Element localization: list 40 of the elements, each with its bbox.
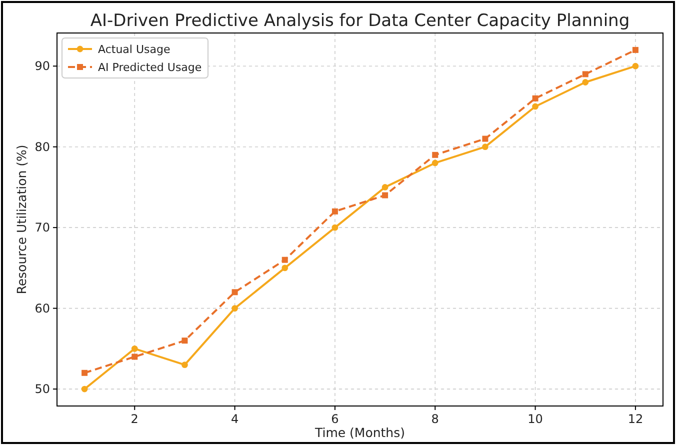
y-tick-label: 60 bbox=[34, 301, 50, 316]
point bbox=[432, 160, 438, 166]
point bbox=[382, 184, 388, 190]
y-tick-label: 80 bbox=[34, 140, 50, 154]
point bbox=[182, 362, 188, 368]
point bbox=[482, 136, 488, 142]
x-tick-label: 12 bbox=[628, 412, 644, 426]
point bbox=[482, 144, 488, 150]
legend-label: AI Predicted Usage bbox=[98, 61, 202, 74]
y-tick-label: 50 bbox=[34, 382, 50, 396]
x-tick-label: 8 bbox=[431, 412, 439, 426]
point bbox=[532, 103, 538, 110]
point bbox=[632, 62, 639, 70]
point bbox=[232, 305, 238, 312]
x-tick-label: 2 bbox=[130, 412, 138, 426]
x-tick-label: 6 bbox=[331, 412, 339, 426]
point bbox=[131, 345, 138, 352]
point bbox=[132, 354, 138, 360]
x-axis-title: Time (Months) bbox=[314, 425, 406, 440]
point bbox=[632, 46, 638, 53]
point bbox=[182, 338, 188, 344]
point bbox=[82, 370, 88, 376]
point bbox=[582, 71, 588, 78]
point bbox=[81, 386, 88, 392]
point bbox=[332, 208, 338, 214]
point bbox=[232, 289, 238, 296]
x-tick-label: 10 bbox=[528, 412, 543, 426]
point bbox=[282, 264, 288, 272]
y-tick-label: 90 bbox=[34, 59, 50, 74]
point bbox=[332, 224, 338, 231]
point bbox=[432, 152, 438, 158]
chart-title: AI-Driven Predictive Analysis for Data Center Capacity Planning bbox=[90, 11, 630, 31]
y-tick-label: 70 bbox=[34, 220, 50, 235]
legend-label: Actual Usage bbox=[98, 43, 170, 56]
point bbox=[582, 79, 589, 86]
y-axis-title: Resource Utilization (%) bbox=[14, 144, 29, 294]
x-tick-label: 4 bbox=[230, 412, 239, 426]
point bbox=[532, 95, 538, 102]
point bbox=[282, 256, 288, 263]
point bbox=[382, 192, 388, 198]
